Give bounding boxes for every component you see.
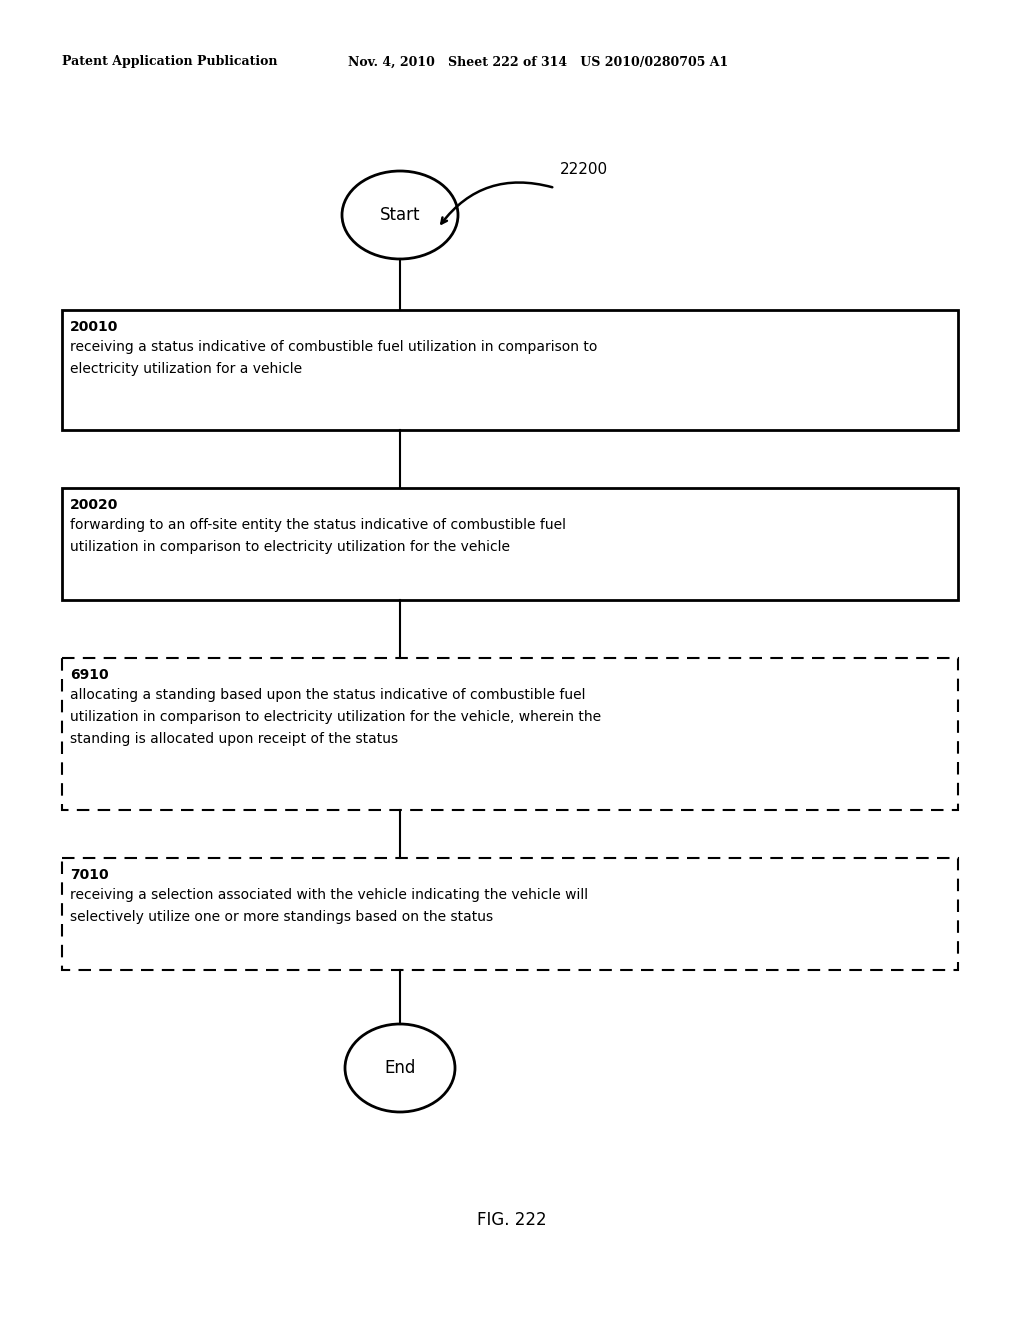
Text: Patent Application Publication: Patent Application Publication xyxy=(62,55,278,69)
Bar xyxy=(62,858,958,970)
Text: utilization in comparison to electricity utilization for the vehicle, wherein th: utilization in comparison to electricity… xyxy=(70,710,601,723)
Text: End: End xyxy=(384,1059,416,1077)
Text: receiving a status indicative of combustible fuel utilization in comparison to: receiving a status indicative of combust… xyxy=(70,341,597,354)
Text: utilization in comparison to electricity utilization for the vehicle: utilization in comparison to electricity… xyxy=(70,540,510,554)
Text: allocating a standing based upon the status indicative of combustible fuel: allocating a standing based upon the sta… xyxy=(70,688,586,702)
Text: receiving a selection associated with the vehicle indicating the vehicle will: receiving a selection associated with th… xyxy=(70,888,588,902)
Bar xyxy=(62,657,958,810)
Text: forwarding to an off-site entity the status indicative of combustible fuel: forwarding to an off-site entity the sta… xyxy=(70,517,566,532)
Text: Start: Start xyxy=(380,206,420,224)
Text: 6910: 6910 xyxy=(70,668,109,682)
Text: 20010: 20010 xyxy=(70,319,119,334)
Bar xyxy=(62,488,958,601)
Text: FIG. 222: FIG. 222 xyxy=(477,1210,547,1229)
Text: electricity utilization for a vehicle: electricity utilization for a vehicle xyxy=(70,362,302,376)
Text: standing is allocated upon receipt of the status: standing is allocated upon receipt of th… xyxy=(70,733,398,746)
Text: 22200: 22200 xyxy=(560,162,608,177)
Text: selectively utilize one or more standings based on the status: selectively utilize one or more standing… xyxy=(70,909,494,924)
Bar xyxy=(62,310,958,430)
Text: 7010: 7010 xyxy=(70,869,109,882)
Text: 20020: 20020 xyxy=(70,498,119,512)
Text: Nov. 4, 2010   Sheet 222 of 314   US 2010/0280705 A1: Nov. 4, 2010 Sheet 222 of 314 US 2010/02… xyxy=(348,55,728,69)
